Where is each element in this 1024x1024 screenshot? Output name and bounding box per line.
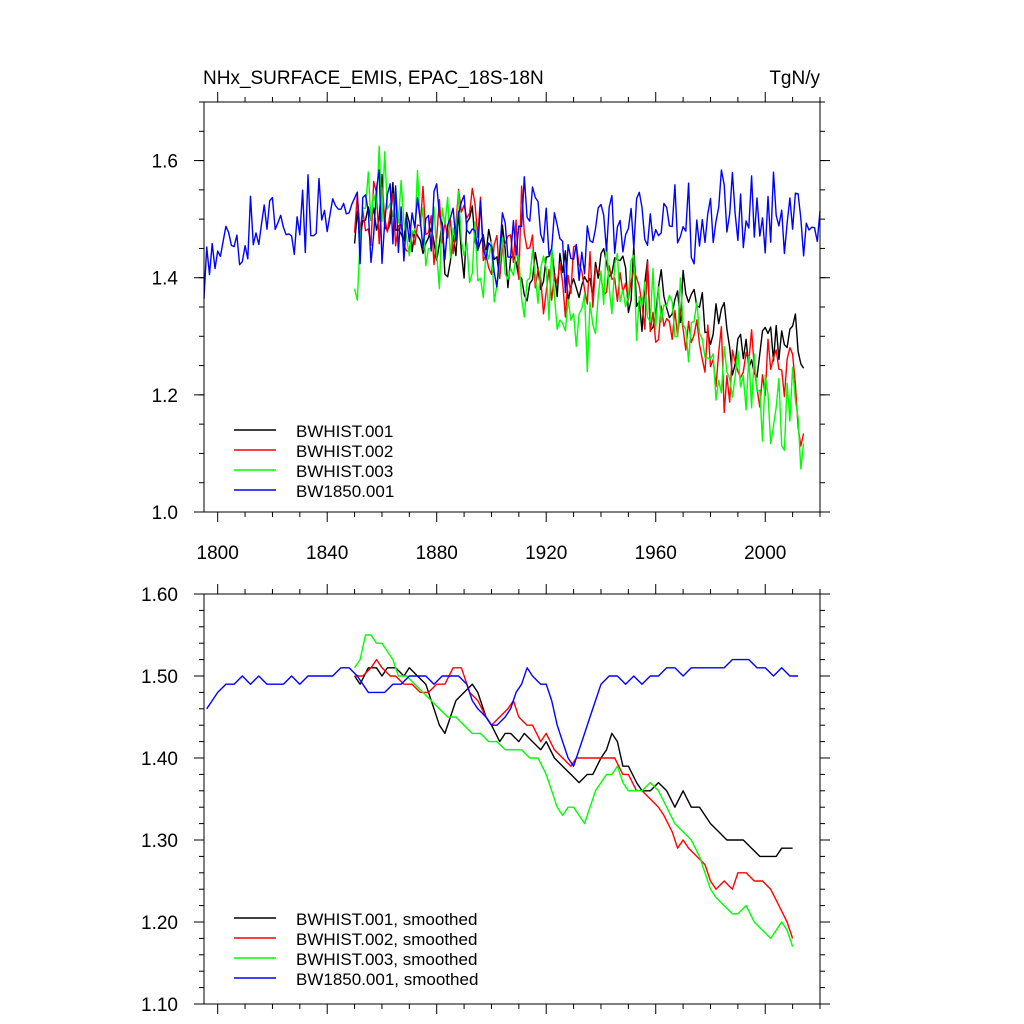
bottom-axis-ticks: 1.10 1.20 1.30 1.40 1.50 1.60 (141, 584, 830, 1016)
series-line (354, 634, 794, 947)
y-tick-label: 1.10 (141, 995, 178, 1016)
legend-label: BW1850.001, smoothed (296, 970, 478, 989)
units-label: TgN/y (769, 68, 820, 89)
series-line (354, 667, 793, 858)
series-line (206, 658, 799, 767)
y-tick-label: 1.50 (141, 667, 178, 688)
legend-label: BWHIST.003 (296, 462, 393, 481)
chart-title: NHx_SURFACE_EMIS, EPAC_18S-18N (203, 68, 544, 89)
y-tick-label: 1.20 (141, 913, 178, 934)
bottom-panel: 1.10 1.20 1.30 1.40 1.50 1.60 BWHIST.001, smo… (141, 584, 830, 1016)
x-tick-label: 1960 (635, 543, 677, 564)
legend-label: BWHIST.002 (296, 442, 393, 461)
legend-label: BWHIST.001, smoothed (296, 910, 477, 929)
x-tick-label: 1800 (197, 543, 239, 564)
x-tick-label: 1880 (416, 543, 458, 564)
y-tick-label: 1.60 (141, 585, 178, 606)
x-tick-label: 1920 (525, 543, 567, 564)
y-tick-label: 1.0 (152, 503, 178, 524)
top-axis-ticks: 1800 1840 1880 1920 1960 2000 1.0 1.2 1.4 1.6 (152, 92, 830, 564)
y-tick-label: 1.30 (141, 831, 178, 852)
legend-label: BWHIST.001 (296, 422, 393, 441)
series-line (353, 145, 805, 470)
legend-label: BWHIST.003, smoothed (296, 950, 477, 969)
y-tick-label: 1.6 (152, 152, 178, 173)
y-tick-label: 1.40 (141, 749, 178, 770)
legend-label: BW1850.001 (296, 482, 394, 501)
x-tick-label: 2000 (744, 543, 786, 564)
x-tick-label: 1840 (306, 543, 348, 564)
series-line (354, 658, 794, 939)
bottom-series-group (206, 634, 799, 947)
y-tick-label: 1.2 (152, 386, 178, 407)
top-plot-frame (203, 101, 821, 513)
series-line (203, 169, 821, 299)
legend-label: BWHIST.002, smoothed (296, 930, 477, 949)
bottom-plot-frame (203, 593, 821, 1005)
y-tick-label: 1.4 (152, 269, 179, 290)
top-series-group (203, 145, 821, 470)
top-panel: NHx_SURFACE_EMIS, EPAC_18S-18N TgN/y 180… (152, 68, 830, 564)
